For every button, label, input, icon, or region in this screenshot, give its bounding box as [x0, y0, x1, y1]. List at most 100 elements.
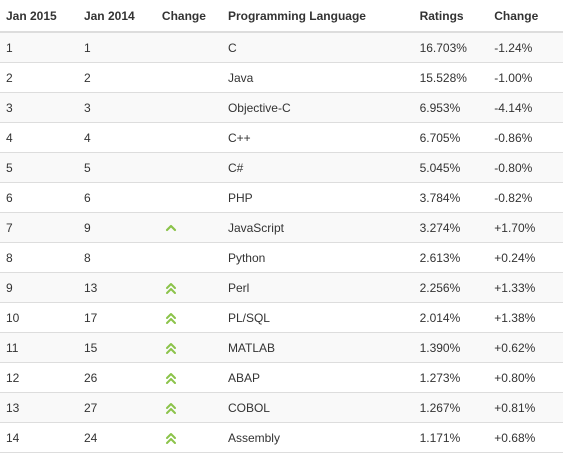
table-row: 6 6 PHP 3.784% -0.82%	[0, 182, 563, 213]
trend-cell	[155, 242, 222, 273]
rank-2014-cell: 17	[77, 302, 156, 333]
trend-cell	[155, 212, 222, 243]
rank-2015-cell: 9	[0, 272, 78, 303]
double-chevron-up-icon	[164, 311, 180, 325]
rating-cell: 1.273%	[413, 362, 489, 393]
language-cell: PL/SQL	[221, 302, 414, 333]
header-ratings[interactable]: Ratings	[413, 0, 489, 33]
rating-change-cell: +1.70%	[488, 212, 563, 243]
rating-cell: 1.390%	[413, 332, 489, 363]
language-cell: Perl	[221, 272, 414, 303]
table-header: Jan 2015 Jan 2014 Change Programming Lan…	[0, 0, 563, 33]
rating-cell: 3.784%	[413, 182, 489, 213]
table-row: 3 3 Objective-C 6.953% -4.14%	[0, 92, 563, 123]
rank-2015-cell: 1	[0, 31, 78, 63]
rank-2015-cell: 10	[0, 302, 78, 333]
trend-cell	[155, 422, 222, 453]
rating-change-cell: +0.81%	[488, 392, 563, 423]
language-cell: MATLAB	[221, 332, 414, 363]
language-cell: Java	[221, 62, 414, 93]
rank-2015-cell: 12	[0, 362, 78, 393]
double-chevron-up-icon	[164, 281, 180, 295]
rank-2014-cell: 9	[77, 212, 156, 243]
rating-cell: 2.014%	[413, 302, 489, 333]
rank-2015-cell: 11	[0, 332, 78, 363]
rank-2015-cell: 6	[0, 182, 78, 213]
rank-2014-cell: 2	[77, 62, 156, 93]
table-row: 12 26 ABAP 1.273% +0.80%	[0, 362, 563, 393]
rating-cell: 15.528%	[413, 62, 489, 93]
rating-cell: 2.613%	[413, 242, 489, 273]
rating-change-cell: +1.38%	[488, 302, 563, 333]
table-row: 1 1 C 16.703% -1.24%	[0, 31, 563, 63]
rank-2015-cell: 5	[0, 152, 78, 183]
table-row: 8 8 Python 2.613% +0.24%	[0, 242, 563, 273]
rating-change-cell: -0.86%	[488, 122, 563, 153]
trend-cell	[155, 272, 222, 303]
rating-change-cell: -0.82%	[488, 182, 563, 213]
header-jan-2014[interactable]: Jan 2014	[77, 0, 156, 33]
header-ratings-change[interactable]: Change	[488, 0, 563, 33]
table-row: 9 13 Perl 2.256% +1.33%	[0, 272, 563, 303]
language-cell: C#	[221, 152, 414, 183]
rank-2014-cell: 15	[77, 332, 156, 363]
rating-change-cell: -4.14%	[488, 92, 563, 123]
table-row: 11 15 MATLAB 1.390% +0.62%	[0, 332, 563, 363]
rank-2014-cell: 24	[77, 422, 156, 453]
rank-2015-cell: 8	[0, 242, 78, 273]
table-row: 14 24 Assembly 1.171% +0.68%	[0, 422, 563, 453]
table-row: 7 9 JavaScript 3.274% +1.70%	[0, 212, 563, 243]
table-row: 4 4 C++ 6.705% -0.86%	[0, 122, 563, 153]
rank-2015-cell: 3	[0, 92, 78, 123]
header-jan-2015[interactable]: Jan 2015	[0, 0, 78, 33]
rating-cell: 2.256%	[413, 272, 489, 303]
rank-2015-cell: 7	[0, 212, 78, 243]
language-cell: ABAP	[221, 362, 414, 393]
trend-cell	[155, 362, 222, 393]
language-cell: Assembly	[221, 422, 414, 453]
trend-cell	[155, 182, 222, 213]
rating-change-cell: +1.33%	[488, 272, 563, 303]
rank-2014-cell: 27	[77, 392, 156, 423]
header-change[interactable]: Change	[155, 0, 222, 33]
rank-2014-cell: 8	[77, 242, 156, 273]
rank-2015-cell: 14	[0, 422, 78, 453]
language-cell: Objective-C	[221, 92, 414, 123]
trend-cell	[155, 31, 222, 63]
trend-cell	[155, 332, 222, 363]
header-language[interactable]: Programming Language	[221, 0, 414, 33]
trend-cell	[155, 152, 222, 183]
rank-2014-cell: 3	[77, 92, 156, 123]
language-cell: Python	[221, 242, 414, 273]
table-row: 10 17 PL/SQL 2.014% +1.38%	[0, 302, 563, 333]
rank-2015-cell: 4	[0, 122, 78, 153]
language-cell: PHP	[221, 182, 414, 213]
rating-change-cell: +0.62%	[488, 332, 563, 363]
rating-change-cell: -1.24%	[488, 31, 563, 63]
rating-cell: 6.953%	[413, 92, 489, 123]
table-row: 2 2 Java 15.528% -1.00%	[0, 62, 563, 93]
rank-2014-cell: 1	[77, 31, 156, 63]
trend-cell	[155, 392, 222, 423]
trend-cell	[155, 62, 222, 93]
double-chevron-up-icon	[164, 371, 180, 385]
rating-cell: 1.267%	[413, 392, 489, 423]
rating-change-cell: -1.00%	[488, 62, 563, 93]
trend-cell	[155, 302, 222, 333]
header-row: Jan 2015 Jan 2014 Change Programming Lan…	[0, 0, 563, 33]
rank-2014-cell: 26	[77, 362, 156, 393]
rank-2014-cell: 4	[77, 122, 156, 153]
rank-2014-cell: 6	[77, 182, 156, 213]
rating-change-cell: +0.24%	[488, 242, 563, 273]
rating-cell: 1.171%	[413, 422, 489, 453]
rating-change-cell: -0.80%	[488, 152, 563, 183]
language-cell: COBOL	[221, 392, 414, 423]
double-chevron-up-icon	[164, 431, 180, 445]
trend-cell	[155, 122, 222, 153]
language-cell: C++	[221, 122, 414, 153]
rating-cell: 16.703%	[413, 31, 489, 63]
rank-2014-cell: 13	[77, 272, 156, 303]
chevron-up-icon	[164, 221, 180, 235]
table-body: 1 1 C 16.703% -1.24% 2 2 Java 15.528% -1.00% 3 3 Obj…	[0, 31, 563, 453]
